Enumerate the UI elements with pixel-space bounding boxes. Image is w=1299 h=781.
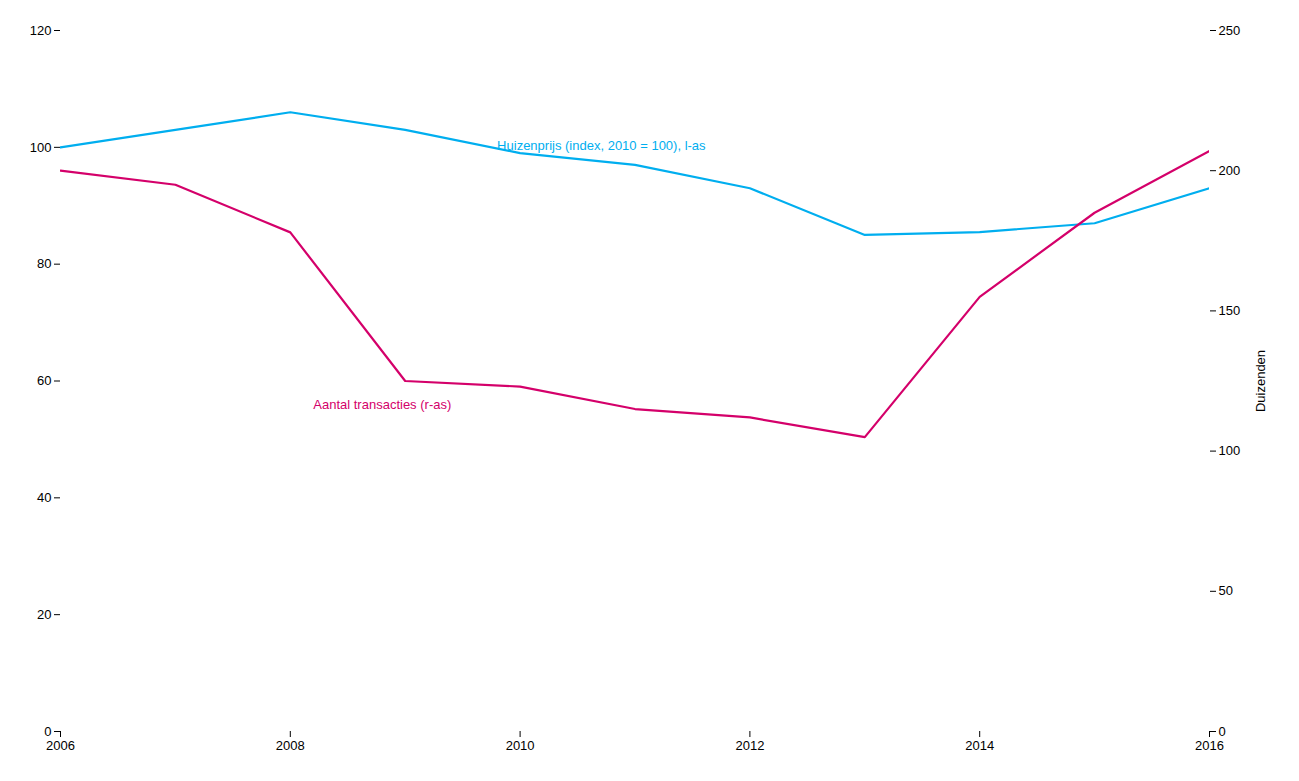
svg-text:2012: 2012 <box>735 738 764 753</box>
svg-text:120: 120 <box>30 23 52 38</box>
svg-text:250: 250 <box>1219 23 1241 38</box>
svg-text:100: 100 <box>1219 443 1241 458</box>
svg-text:40: 40 <box>37 490 51 505</box>
svg-text:2010: 2010 <box>506 738 535 753</box>
svg-text:150: 150 <box>1219 303 1241 318</box>
svg-text:50: 50 <box>1219 583 1233 598</box>
svg-text:60: 60 <box>37 373 51 388</box>
svg-text:80: 80 <box>37 256 51 271</box>
svg-text:2016: 2016 <box>1195 738 1224 753</box>
svg-text:2006: 2006 <box>46 738 75 753</box>
svg-text:0: 0 <box>1219 724 1226 739</box>
svg-text:Aantal transacties (r-as): Aantal transacties (r-as) <box>313 397 451 412</box>
svg-text:2008: 2008 <box>276 738 305 753</box>
svg-text:20: 20 <box>37 607 51 622</box>
svg-text:0: 0 <box>44 724 51 739</box>
svg-text:Huizenprijs (index, 2010 = 100: Huizenprijs (index, 2010 = 100), l-as <box>497 138 706 153</box>
svg-text:Duizenden: Duizenden <box>1253 350 1268 412</box>
svg-text:100: 100 <box>30 139 52 154</box>
svg-text:200: 200 <box>1219 163 1241 178</box>
svg-text:2014: 2014 <box>965 738 994 753</box>
